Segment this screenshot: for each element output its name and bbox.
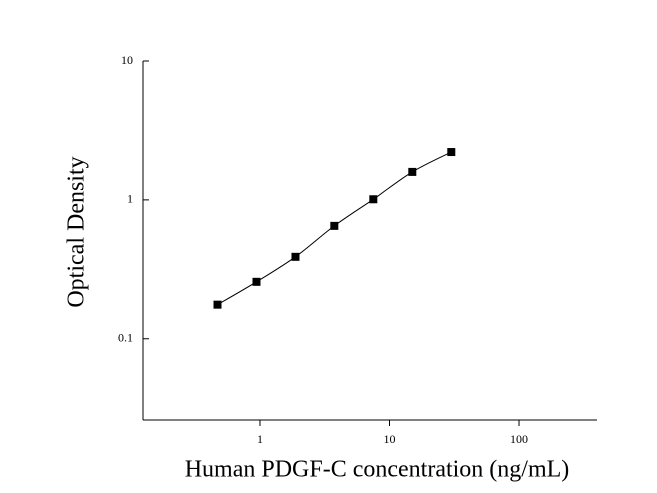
y-axis-title: Optical Density xyxy=(64,156,90,307)
data-point xyxy=(252,277,261,286)
y-tick-label: 1 xyxy=(127,192,133,206)
data-point xyxy=(447,148,456,157)
data-point xyxy=(291,252,300,261)
x-tick-label: 10 xyxy=(383,432,395,446)
data-point xyxy=(408,167,417,176)
data-point xyxy=(330,221,339,230)
y-tick-label: 10 xyxy=(121,53,133,67)
x-axis-title: Human PDGF-C concentration (ng/mL) xyxy=(185,457,570,483)
data-point xyxy=(369,195,378,204)
x-tick-label: 100 xyxy=(510,432,528,446)
y-tick-label: 0.1 xyxy=(118,331,133,345)
data-point xyxy=(213,300,222,309)
x-tick-label: 1 xyxy=(257,432,263,446)
